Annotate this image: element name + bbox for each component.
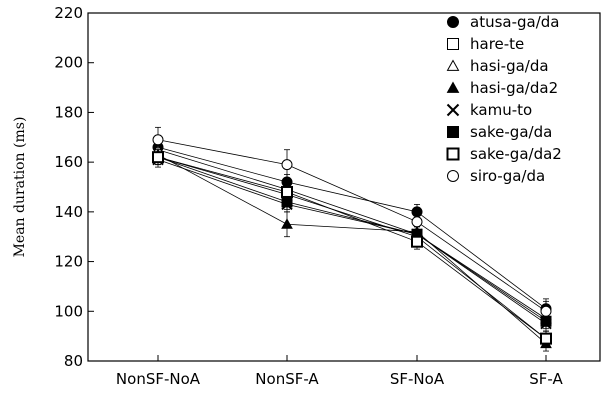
y-axis-label: Mean duration (ms) bbox=[12, 117, 28, 258]
legend-label: sake-ga/da bbox=[470, 123, 552, 141]
point-marker bbox=[447, 38, 459, 50]
x-tick-label: NonSF-A bbox=[255, 370, 319, 388]
x-tick-label: SF-A bbox=[529, 370, 563, 388]
y-tick-label: 120 bbox=[54, 253, 83, 271]
legend: atusa-ga/da hare-te hasi-ga/da hasi-ga/da2 k… bbox=[446, 13, 562, 185]
legend-label: sake-ga/da2 bbox=[470, 145, 562, 163]
y-tick-label: 220 bbox=[54, 4, 83, 22]
series-line bbox=[157, 156, 547, 322]
legend-item: siro-ga/da bbox=[447, 167, 545, 185]
y-tick-label: 200 bbox=[54, 54, 83, 72]
legend-item: hare-te bbox=[447, 35, 524, 53]
point-marker bbox=[446, 81, 460, 93]
y-tick-label: 140 bbox=[54, 203, 83, 221]
legend-item: sake-ga/da bbox=[447, 123, 552, 141]
series-line bbox=[157, 156, 547, 339]
point-marker bbox=[447, 16, 459, 28]
series-line bbox=[157, 149, 547, 320]
series-layer bbox=[152, 126, 552, 352]
y-axis: 80 100 120 140 160 180 200 220 bbox=[54, 4, 94, 370]
point-marker bbox=[152, 134, 164, 146]
legend-label: siro-ga/da bbox=[470, 167, 545, 185]
point-marker bbox=[447, 126, 459, 138]
y-tick-label: 80 bbox=[64, 352, 83, 370]
point-marker bbox=[281, 218, 293, 229]
point-marker bbox=[540, 332, 552, 345]
point-marker bbox=[281, 185, 293, 198]
point-marker bbox=[446, 103, 460, 117]
x-tick-label: NonSF-NoA bbox=[116, 370, 201, 388]
series-line bbox=[157, 154, 547, 344]
y-tick-label: 100 bbox=[54, 302, 83, 320]
point-marker-stroke bbox=[446, 103, 460, 117]
point-marker bbox=[411, 216, 423, 228]
y-tick-label: 180 bbox=[54, 103, 83, 121]
legend-item: kamu-to bbox=[446, 101, 532, 119]
point-marker bbox=[411, 235, 423, 248]
point-marker bbox=[540, 305, 552, 317]
series-line bbox=[157, 139, 547, 312]
legend-label: hasi-ga/da bbox=[470, 57, 549, 75]
point-marker bbox=[446, 147, 460, 161]
series-line bbox=[157, 159, 547, 325]
plot-frame bbox=[87, 12, 601, 362]
legend-item: hasi-ga/da bbox=[446, 57, 549, 75]
series-7 bbox=[152, 126, 552, 325]
legend-label: hasi-ga/da2 bbox=[470, 79, 558, 97]
x-tick-label: SF-NoA bbox=[390, 370, 445, 388]
legend-item: hasi-ga/da2 bbox=[446, 79, 558, 97]
legend-item: atusa-ga/da bbox=[447, 13, 559, 31]
point-marker bbox=[447, 170, 459, 182]
x-axis: NonSF-NoA NonSF-A SF-NoA SF-A bbox=[116, 355, 563, 388]
y-tick-label: 160 bbox=[54, 153, 83, 171]
point-marker bbox=[152, 151, 164, 164]
series-6 bbox=[152, 149, 552, 347]
point-marker bbox=[446, 59, 460, 71]
legend-label: hare-te bbox=[470, 35, 524, 53]
series-line bbox=[157, 146, 547, 310]
legend-label: atusa-ga/da bbox=[470, 13, 559, 31]
point-marker bbox=[281, 159, 293, 171]
legend-label: kamu-to bbox=[470, 101, 532, 119]
legend-item: sake-ga/da2 bbox=[446, 145, 562, 163]
